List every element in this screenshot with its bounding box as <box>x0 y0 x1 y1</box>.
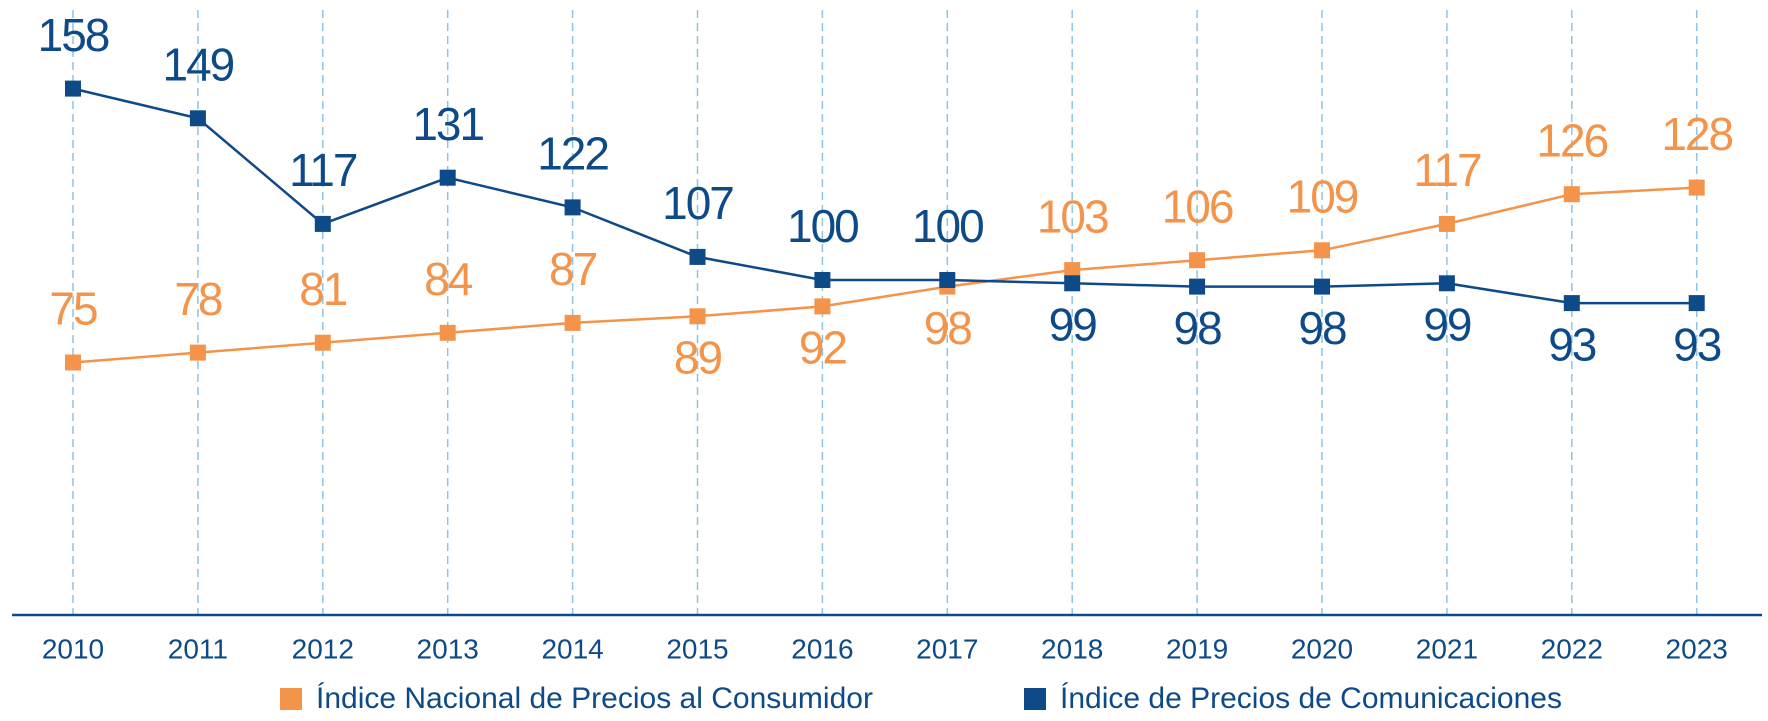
data-label: 99 <box>1049 298 1097 350</box>
data-label: 84 <box>424 253 473 305</box>
marker <box>314 334 331 351</box>
x-tick-label: 2011 <box>168 633 228 664</box>
data-label: 149 <box>163 38 234 90</box>
data-label: 117 <box>289 144 357 196</box>
data-label: 98 <box>1298 302 1346 354</box>
marker <box>1314 242 1330 259</box>
data-label: 109 <box>1287 170 1358 222</box>
x-tick-label: 2019 <box>1166 633 1228 664</box>
data-label: 100 <box>912 200 983 252</box>
x-tick-label: 2022 <box>1541 633 1603 664</box>
x-tick-label: 2018 <box>1041 633 1103 664</box>
x-tick-label: 2017 <box>916 633 978 664</box>
marker <box>564 199 581 216</box>
legend-swatch <box>280 688 302 710</box>
data-label: 98 <box>1174 302 1222 354</box>
marker <box>1688 295 1705 312</box>
data-label: 81 <box>299 263 347 315</box>
x-tick-label: 2023 <box>1666 633 1728 664</box>
marker <box>439 324 456 341</box>
data-label: 92 <box>799 322 847 374</box>
marker <box>939 272 956 288</box>
marker <box>1688 179 1705 196</box>
marker <box>189 344 206 361</box>
data-label: 107 <box>662 177 733 229</box>
series-line <box>72 186 1697 364</box>
marker <box>1563 295 1580 312</box>
data-label: 106 <box>1162 180 1233 232</box>
data-label: 93 <box>1548 318 1596 370</box>
data-label: 131 <box>412 98 483 150</box>
data-label: 87 <box>549 243 597 295</box>
marker <box>564 314 581 331</box>
marker <box>1189 252 1206 269</box>
data-label: 98 <box>924 302 972 354</box>
legend-label: Índice de Precios de Comunicaciones <box>1060 682 1562 715</box>
marker <box>689 248 706 265</box>
data-label: 128 <box>1661 108 1732 160</box>
marker <box>1189 278 1206 295</box>
series-line <box>72 87 1697 305</box>
x-tick-label: 2015 <box>666 633 728 664</box>
data-label: 99 <box>1423 298 1471 350</box>
marker <box>314 215 331 232</box>
x-tick-label: 2013 <box>417 633 479 664</box>
marker <box>1064 262 1081 279</box>
marker <box>1563 186 1580 203</box>
marker <box>1064 275 1081 292</box>
x-tick-label: 2010 <box>42 633 104 664</box>
marker <box>189 110 206 127</box>
data-label: 122 <box>537 128 608 180</box>
data-label: 89 <box>674 331 722 383</box>
marker <box>1438 215 1455 232</box>
marker <box>814 298 831 315</box>
marker <box>65 354 81 371</box>
data-label: 78 <box>174 273 222 325</box>
x-tick-label: 2014 <box>541 633 603 664</box>
data-label: 117 <box>1413 144 1481 196</box>
data-label: 158 <box>38 9 109 61</box>
data-label: 126 <box>1536 114 1607 166</box>
legend-swatch <box>1024 688 1046 710</box>
legend-label: Índice Nacional de Precios al Consumidor <box>316 682 873 715</box>
data-label: 75 <box>49 283 97 335</box>
data-label: 100 <box>787 200 858 252</box>
data-label: 93 <box>1673 318 1721 370</box>
marker <box>689 308 706 325</box>
x-tick-label: 2021 <box>1416 633 1478 664</box>
marker <box>439 169 456 186</box>
data-label: 103 <box>1037 190 1108 242</box>
marker <box>1438 275 1455 292</box>
marker <box>65 80 81 97</box>
marker <box>1314 278 1330 295</box>
x-tick-label: 2020 <box>1291 633 1353 664</box>
x-tick-label: 2012 <box>292 633 354 664</box>
marker <box>814 272 831 288</box>
x-tick-label: 2016 <box>791 633 853 664</box>
